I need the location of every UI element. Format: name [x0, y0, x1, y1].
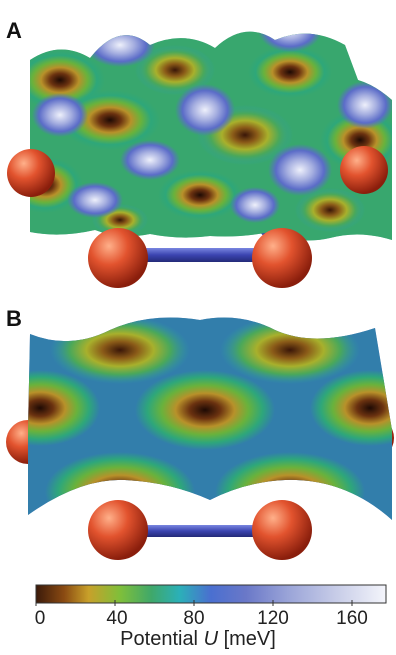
colorbar-label-unit: [meV] — [218, 628, 276, 650]
panel-a-atoms — [7, 146, 388, 288]
colorbar-label-variable: U — [203, 628, 219, 650]
colorbar — [35, 584, 387, 606]
colorbar-tick-160: 160 — [336, 608, 368, 629]
colorbar-tick-80: 80 — [183, 608, 205, 629]
panel-b-atoms — [88, 500, 312, 560]
panel-a-label: A — [6, 18, 22, 43]
colorbar-tick-0: 0 — [34, 608, 46, 629]
atom-bottom-left-b — [88, 500, 148, 560]
colorbar-tick-120: 120 — [257, 608, 289, 629]
colorbar-tick-marks — [35, 600, 353, 606]
colorbar-gradient — [35, 584, 387, 604]
bond-bottom-a — [120, 248, 275, 262]
atom-left-a — [7, 149, 55, 197]
atom-bottom-left-a — [88, 228, 148, 288]
colorbar-axis-label: Potential U [meV] — [0, 628, 396, 651]
panel-b-label: B — [6, 306, 22, 331]
potential-surface-b — [28, 317, 392, 520]
atom-right-a — [340, 146, 388, 194]
atom-bottom-right-b — [252, 500, 312, 560]
bond-bottom-b — [120, 525, 280, 537]
colorbar-tick-40: 40 — [106, 608, 128, 629]
colorbar-tick-labels: 0 40 80 120 160 — [0, 608, 396, 630]
potential-surface-a — [30, 31, 392, 241]
colorbar-label-prefix: Potential — [120, 628, 204, 650]
atom-bottom-right-a — [252, 228, 312, 288]
